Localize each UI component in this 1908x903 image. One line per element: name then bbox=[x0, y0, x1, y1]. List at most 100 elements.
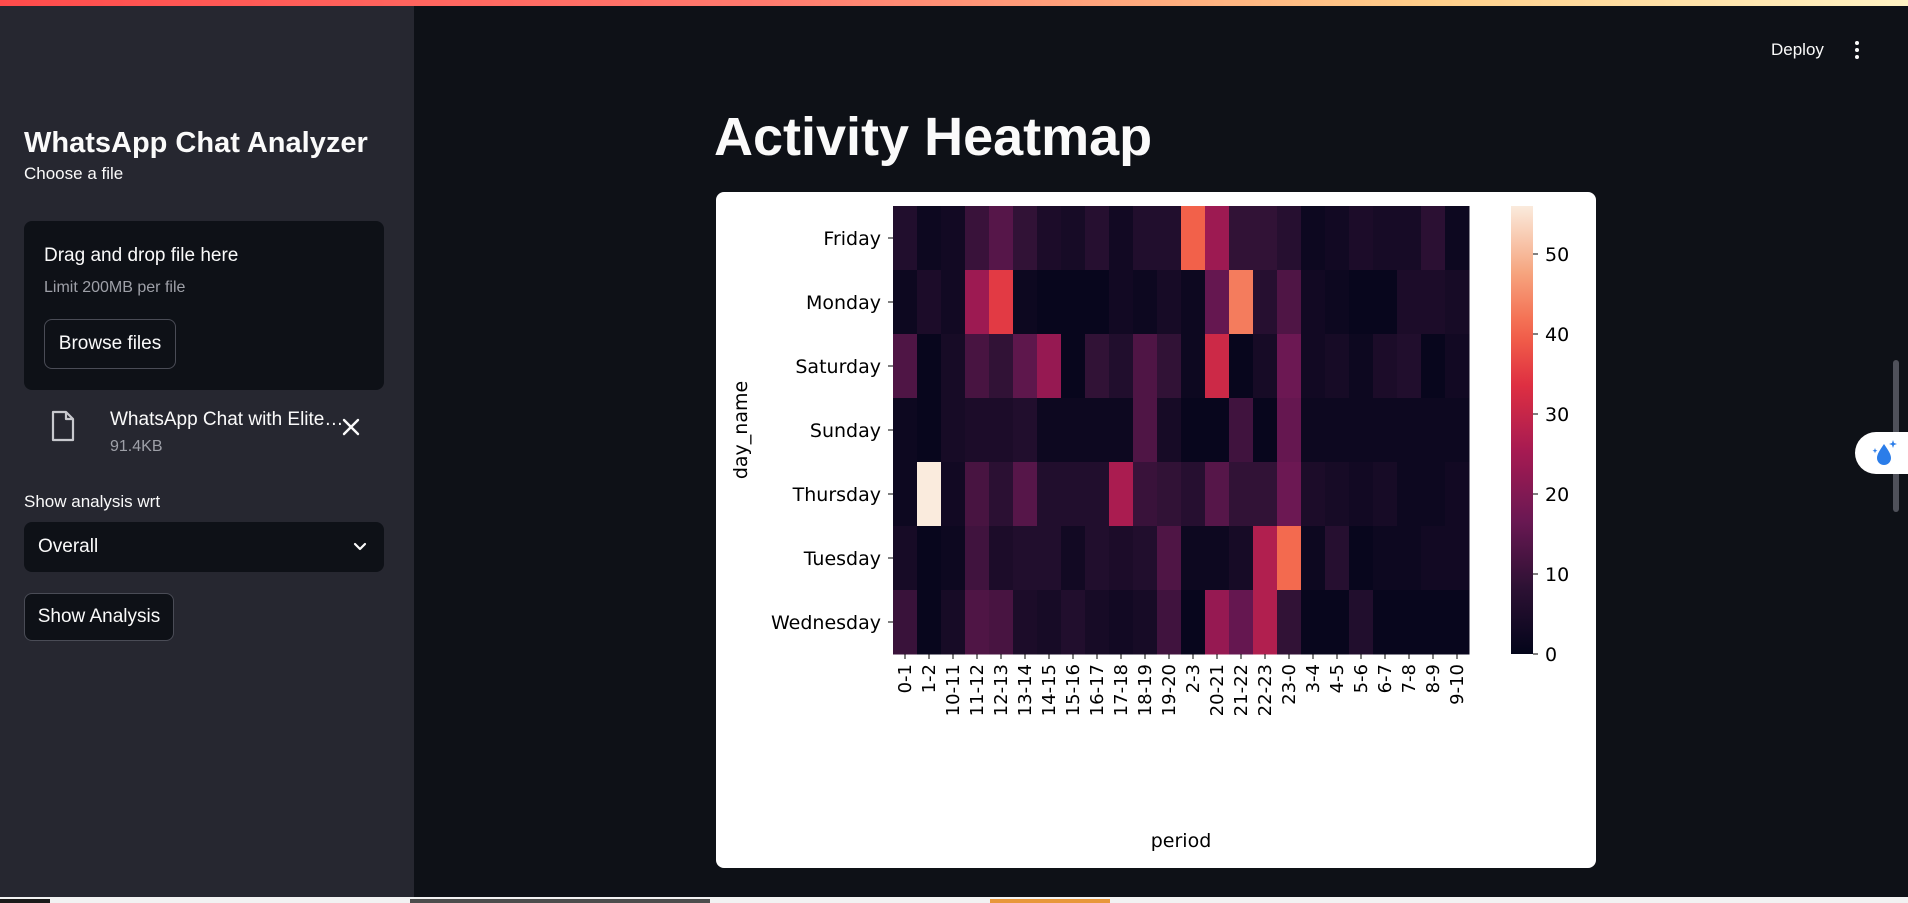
x-tick-label: 17-18 bbox=[1111, 664, 1132, 716]
heatmap-cell bbox=[1085, 206, 1110, 271]
heatmap-cell bbox=[1181, 462, 1206, 527]
y-tick-label: Tuesday bbox=[803, 548, 881, 570]
heatmap-cell bbox=[1349, 206, 1374, 271]
heatmap-cell bbox=[1301, 590, 1326, 655]
heatmap-cell bbox=[989, 526, 1014, 591]
heatmap-cell bbox=[1085, 398, 1110, 463]
colorbar-tick-label: 50 bbox=[1545, 244, 1569, 266]
heatmap-cell bbox=[1013, 398, 1038, 463]
x-tick-label: 11-12 bbox=[967, 664, 988, 716]
x-tick-label: 0-1 bbox=[895, 664, 916, 693]
heatmap-cell bbox=[1109, 206, 1134, 271]
heatmap-cell bbox=[1277, 334, 1302, 399]
heatmap-cell bbox=[1373, 462, 1398, 527]
heatmap-cell bbox=[1085, 526, 1110, 591]
y-tick-label: Sunday bbox=[810, 420, 881, 442]
heatmap-cell bbox=[917, 398, 942, 463]
heatmap-cell bbox=[1229, 206, 1254, 271]
heatmap-cell bbox=[1109, 590, 1134, 655]
heatmap-cell bbox=[1325, 590, 1350, 655]
heatmap-cell bbox=[1109, 270, 1134, 335]
heatmap-cell bbox=[1421, 398, 1446, 463]
x-tick-label: 13-14 bbox=[1015, 664, 1036, 716]
heatmap-cell bbox=[1301, 206, 1326, 271]
x-tick-label: 21-22 bbox=[1231, 664, 1252, 716]
heatmap-cell bbox=[1061, 526, 1086, 591]
vertical-dots-icon[interactable] bbox=[1848, 40, 1866, 60]
heatmap-cell bbox=[1013, 270, 1038, 335]
x-tick-label: 8-9 bbox=[1423, 664, 1444, 693]
file-dropzone[interactable]: Drag and drop file here Limit 200MB per … bbox=[24, 221, 384, 390]
heatmap-cell bbox=[1421, 206, 1446, 271]
heatmap-cell bbox=[1061, 462, 1086, 527]
heatmap-cell bbox=[1037, 462, 1062, 527]
x-axis-label: period bbox=[1151, 830, 1212, 852]
heatmap-cell bbox=[965, 526, 990, 591]
app-title: WhatsApp Chat Analyzer bbox=[24, 127, 368, 159]
x-tick-label: 1-2 bbox=[919, 664, 940, 693]
heatmap-cell bbox=[1397, 462, 1422, 527]
heatmap-cell bbox=[1373, 398, 1398, 463]
heatmap-cell bbox=[893, 590, 918, 655]
heatmap-cell bbox=[1037, 334, 1062, 399]
heatmap-cell bbox=[965, 462, 990, 527]
x-tick-label: 14-15 bbox=[1039, 664, 1060, 716]
analysis-select[interactable]: Overall bbox=[24, 522, 384, 572]
heatmap-cell bbox=[1133, 590, 1158, 655]
heatmap-cell bbox=[893, 398, 918, 463]
x-tick-label: 10-11 bbox=[943, 664, 964, 716]
heatmap-cell bbox=[1229, 398, 1254, 463]
heatmap-cell bbox=[1421, 526, 1446, 591]
extension-button[interactable] bbox=[1855, 432, 1908, 474]
heatmap-cell bbox=[941, 398, 966, 463]
show-analysis-button[interactable]: Show Analysis bbox=[24, 593, 174, 641]
x-tick-label: 2-3 bbox=[1183, 664, 1204, 693]
heatmap-cell bbox=[1253, 590, 1278, 655]
top-decoration-bar bbox=[0, 0, 1908, 6]
heatmap-cell bbox=[941, 334, 966, 399]
uploaded-file-name: WhatsApp Chat with Elite… bbox=[110, 409, 344, 430]
deploy-button[interactable]: Deploy bbox=[1771, 40, 1824, 59]
heatmap-cell bbox=[1181, 526, 1206, 591]
heatmap-cell bbox=[1421, 462, 1446, 527]
heatmap-cell bbox=[917, 270, 942, 335]
activity-heatmap: Friday Monday Saturday Sunday Thursday Tuesda… bbox=[730, 206, 1569, 852]
heatmap-cell bbox=[1229, 526, 1254, 591]
heatmap-cell bbox=[1277, 270, 1302, 335]
x-tick-label: 22-23 bbox=[1255, 664, 1276, 716]
heatmap-cell bbox=[1229, 462, 1254, 527]
select-value: Overall bbox=[38, 536, 99, 557]
heatmap-cell bbox=[1157, 462, 1182, 527]
heatmap-cell bbox=[1253, 462, 1278, 527]
heatmap-cell bbox=[1253, 334, 1278, 399]
dropzone-title: Drag and drop file here bbox=[44, 245, 239, 266]
heatmap-cell bbox=[1181, 590, 1206, 655]
close-icon[interactable] bbox=[342, 418, 360, 436]
heatmap-cell bbox=[1445, 270, 1470, 335]
heatmap-cell bbox=[1373, 334, 1398, 399]
heatmap-cell bbox=[1373, 270, 1398, 335]
select-label: Show analysis wrt bbox=[24, 492, 161, 511]
heatmap-cell bbox=[893, 334, 918, 399]
heatmap-cell bbox=[1253, 526, 1278, 591]
heatmap-cell bbox=[1013, 206, 1038, 271]
x-tick-label: 12-13 bbox=[991, 664, 1012, 716]
uploaded-file: WhatsApp Chat with Elite… 91.4KB bbox=[24, 398, 384, 464]
heatmap-cell bbox=[1349, 462, 1374, 527]
heatmap-cell bbox=[1253, 270, 1278, 335]
heatmap-cell bbox=[1157, 526, 1182, 591]
heatmap-cell bbox=[965, 398, 990, 463]
heatmap-cell bbox=[1397, 398, 1422, 463]
sidebar: WhatsApp Chat Analyzer Choose a file Dra… bbox=[0, 6, 414, 897]
y-tick-label: Friday bbox=[823, 228, 881, 250]
heatmap-cell bbox=[965, 270, 990, 335]
taskbar-strip bbox=[0, 897, 1908, 903]
heatmap-cell bbox=[941, 206, 966, 271]
heatmap-cell bbox=[1037, 526, 1062, 591]
heatmap-cell bbox=[1325, 206, 1350, 271]
heatmap-cell bbox=[893, 206, 918, 271]
heatmap-cell bbox=[1349, 270, 1374, 335]
heatmap-cell bbox=[1373, 526, 1398, 591]
browse-files-button[interactable]: Browse files bbox=[44, 319, 176, 369]
chevron-down-icon bbox=[353, 542, 367, 551]
